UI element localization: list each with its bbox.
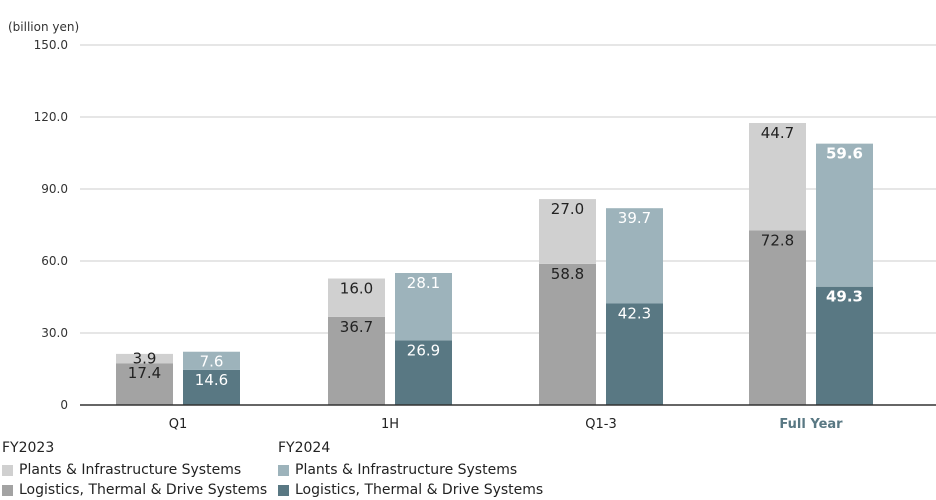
y-tick-label: 0 [60,398,68,412]
y-tick-label: 30.0 [41,326,68,340]
x-tick-label: 1H [381,417,399,432]
bar-segment [328,278,385,317]
legend-item: Plants & Infrastructure Systems [2,460,267,480]
bar-segment [606,208,663,304]
data-label: 59.6 [826,145,863,163]
legend-label: Logistics, Thermal & Drive Systems [19,482,268,498]
data-label: 44.7 [761,124,794,142]
bar-segment [116,363,173,405]
y-tick-label: 120.0 [34,110,68,124]
bar-segment [183,351,240,370]
bar-segment [395,273,452,341]
data-label: 17.4 [128,364,161,382]
legend-label: Logistics, Thermal & Drive Systems [295,482,544,498]
legend-label: Plants & Infrastructure Systems [19,462,242,478]
x-tick-label: Q1 [169,417,188,432]
legend-swatch [278,464,289,476]
bar-segment [539,199,596,264]
y-tick-label: 150.0 [34,38,68,52]
data-label: 3.9 [133,350,157,368]
data-label: 14.6 [195,371,228,389]
data-label: 72.8 [761,231,794,249]
data-label: 26.9 [407,341,440,359]
legend-title: FY2023 [2,440,55,456]
legend-fy2024: FY2024 Plants & Infrastructure Systems L… [278,440,543,500]
data-label: 16.0 [340,280,373,298]
y-tick-label: 90.0 [41,182,68,196]
legend-swatch [278,484,289,496]
bar-segment [749,230,806,405]
unit-label: (billion yen) [8,20,80,34]
bar-segment [116,353,173,364]
bar-segment [183,369,240,405]
bar-segment [749,123,806,231]
data-label: 7.6 [200,353,224,371]
bar-layer [116,123,873,405]
bar-segment [395,340,452,405]
data-label: 42.3 [618,304,651,322]
data-label: 49.3 [826,288,863,306]
legend-item: Logistics, Thermal & Drive Systems [2,480,267,500]
bar-segment [328,316,385,405]
data-label: 28.1 [407,274,440,292]
bar-segment [816,143,873,287]
bar-segment [539,263,596,405]
legend-title: FY2024 [278,440,331,456]
legend-label: Plants & Infrastructure Systems [295,462,518,478]
bar-segment [816,286,873,405]
bar-segment [606,303,663,405]
legend-item: Logistics, Thermal & Drive Systems [278,480,543,500]
legend-swatch [2,464,13,476]
y-tick-label: 60.0 [41,254,68,268]
x-tick-label: Q1-3 [585,417,616,432]
axis-layer: 0 30.0 60.0 90.0 120.0 150.0 Q1 1H Q1-3 Full Year [34,38,936,432]
grid-layer [80,44,936,334]
data-label: 36.7 [340,318,373,336]
x-tick-label: Full Year [779,417,843,432]
data-label: 27.0 [551,200,584,218]
label-layer: 17.43.9 14.67.6 36.7 16.0 26.9 28.1 58.8 27.0 42… [128,124,863,389]
legend-fy2023: FY2023 Plants & Infrastructure Systems L… [2,440,267,500]
data-label: 39.7 [618,209,651,227]
legend-swatch [2,484,13,496]
legend-item: Plants & Infrastructure Systems [278,460,543,480]
data-label: 58.8 [551,265,584,283]
